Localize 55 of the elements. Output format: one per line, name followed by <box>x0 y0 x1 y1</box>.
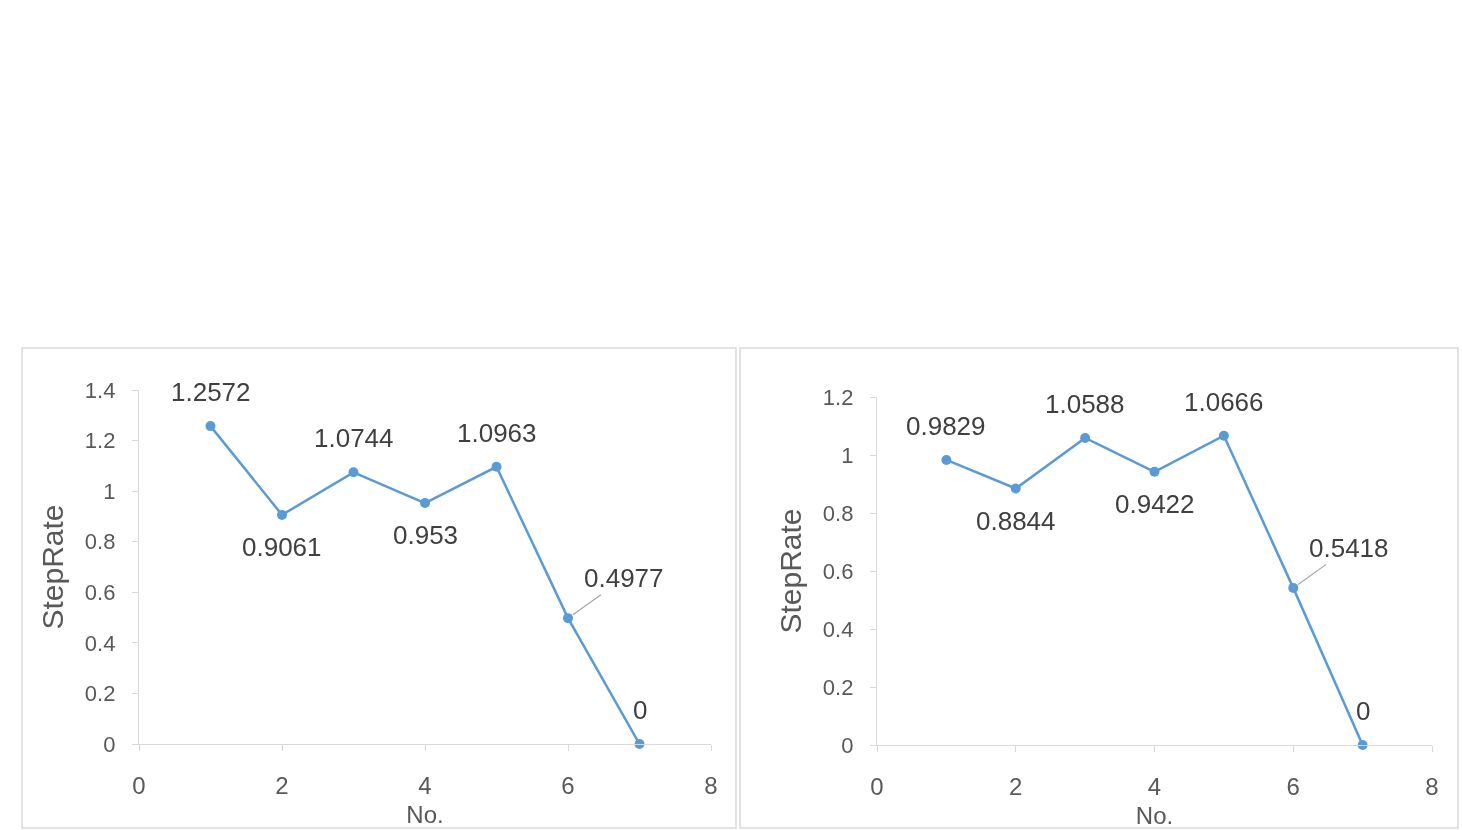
y-tick-label: 0.8 <box>822 500 854 526</box>
y-axis-title: StepRate <box>773 508 807 634</box>
data-label: 1.0744 <box>314 423 394 453</box>
data-label: 1.0666 <box>1184 387 1264 417</box>
point <box>563 613 573 624</box>
point <box>420 498 430 509</box>
point <box>1288 582 1299 593</box>
y-tick-label: 0.2 <box>84 681 116 707</box>
data-label: 1.0588 <box>1045 389 1125 419</box>
y-tick-label: 1 <box>103 478 116 504</box>
point <box>1218 430 1229 441</box>
point <box>205 421 216 432</box>
data-label: 0.9422 <box>1115 489 1195 519</box>
data-label: 0.4977 <box>584 563 664 593</box>
data-label: 0.5418 <box>1309 533 1389 563</box>
data-label: 0.953 <box>393 520 459 550</box>
x-tick-label: 4 <box>418 771 432 799</box>
data-label: 0.9829 <box>906 411 986 441</box>
data-label: 0.9061 <box>242 532 322 562</box>
x-tick-label: 8 <box>704 771 718 799</box>
x-axis-title: No. <box>406 801 444 829</box>
y-tick-label: 0.8 <box>84 529 116 555</box>
point <box>1149 466 1160 477</box>
point <box>348 467 359 478</box>
point <box>277 509 287 520</box>
data-label: 0 <box>1356 696 1371 726</box>
x-tick-label: 8 <box>1425 772 1439 800</box>
data-label: 1.2572 <box>171 377 251 407</box>
y-tick-label: 0 <box>841 732 854 758</box>
y-axis-title: StepRate <box>35 504 69 630</box>
x-tick-label: 6 <box>1286 772 1300 800</box>
y-tick-label: 0.2 <box>822 674 854 700</box>
x-tick-label: 2 <box>1009 772 1023 800</box>
y-tick-label: 0.6 <box>84 579 116 605</box>
data-label: 1.0963 <box>457 418 537 448</box>
y-tick-label: 0.6 <box>822 558 854 584</box>
point <box>941 454 952 465</box>
data-label: 0.8844 <box>976 506 1056 536</box>
point <box>491 461 502 472</box>
x-tick-label: 0 <box>870 772 884 800</box>
x-tick-label: 0 <box>132 771 146 799</box>
point <box>1010 483 1021 494</box>
y-tick-label: 0 <box>103 731 116 757</box>
y-tick-label: 1 <box>841 442 854 468</box>
y-tick-label: 1.2 <box>822 384 854 410</box>
x-tick-label: 4 <box>1147 772 1162 800</box>
x-axis-title: No. <box>1135 802 1174 830</box>
data-label: 0 <box>633 695 648 725</box>
y-tick-label: 1.4 <box>84 377 116 403</box>
y-tick-label: 1.2 <box>84 428 116 454</box>
point <box>1080 432 1091 443</box>
x-tick-label: 2 <box>275 771 289 799</box>
y-tick-label: 0.4 <box>84 630 116 656</box>
y-tick-label: 0.4 <box>822 616 854 642</box>
x-tick-label: 6 <box>561 771 575 799</box>
